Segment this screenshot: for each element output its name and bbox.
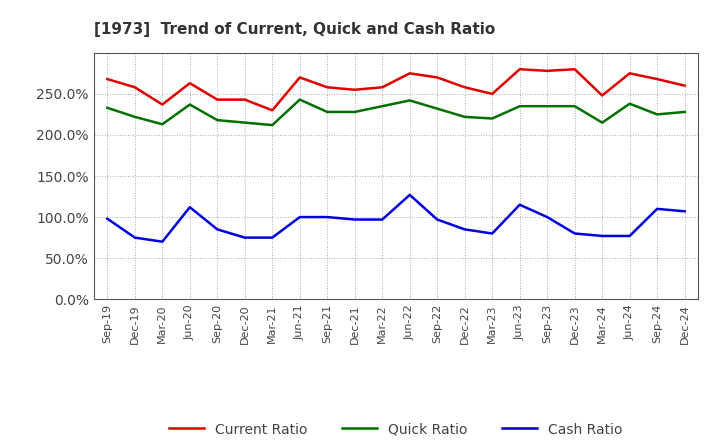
Cash Ratio: [158, 239, 166, 244]
Quick Ratio: [351, 109, 359, 114]
Legend: Current Ratio, Quick Ratio, Cash Ratio: Current Ratio, Quick Ratio, Cash Ratio: [163, 417, 629, 440]
Quick Ratio: [653, 112, 662, 117]
Current Ratio: [130, 84, 139, 90]
Cash Ratio: [240, 235, 249, 240]
Quick Ratio: [516, 103, 524, 109]
Current Ratio: [213, 97, 222, 102]
Quick Ratio: [295, 97, 304, 102]
Quick Ratio: [158, 121, 166, 127]
Quick Ratio: [460, 114, 469, 120]
Cash Ratio: [103, 216, 112, 221]
Line: Quick Ratio: Quick Ratio: [107, 99, 685, 125]
Current Ratio: [158, 102, 166, 107]
Cash Ratio: [378, 217, 387, 222]
Quick Ratio: [130, 114, 139, 120]
Quick Ratio: [570, 103, 579, 109]
Quick Ratio: [240, 120, 249, 125]
Current Ratio: [433, 75, 441, 80]
Cash Ratio: [295, 214, 304, 220]
Current Ratio: [598, 93, 606, 98]
Cash Ratio: [323, 214, 332, 220]
Cash Ratio: [543, 214, 552, 220]
Cash Ratio: [186, 205, 194, 210]
Current Ratio: [323, 84, 332, 90]
Text: [1973]  Trend of Current, Quick and Cash Ratio: [1973] Trend of Current, Quick and Cash …: [94, 22, 495, 37]
Quick Ratio: [103, 105, 112, 110]
Cash Ratio: [626, 233, 634, 238]
Line: Current Ratio: Current Ratio: [107, 69, 685, 110]
Cash Ratio: [268, 235, 276, 240]
Quick Ratio: [543, 103, 552, 109]
Current Ratio: [405, 71, 414, 76]
Current Ratio: [240, 97, 249, 102]
Quick Ratio: [626, 101, 634, 106]
Cash Ratio: [598, 233, 606, 238]
Current Ratio: [351, 87, 359, 92]
Current Ratio: [378, 84, 387, 90]
Cash Ratio: [351, 217, 359, 222]
Current Ratio: [516, 66, 524, 72]
Quick Ratio: [433, 106, 441, 111]
Cash Ratio: [460, 227, 469, 232]
Quick Ratio: [213, 117, 222, 123]
Current Ratio: [268, 108, 276, 113]
Current Ratio: [295, 75, 304, 80]
Quick Ratio: [378, 103, 387, 109]
Cash Ratio: [130, 235, 139, 240]
Cash Ratio: [213, 227, 222, 232]
Current Ratio: [460, 84, 469, 90]
Cash Ratio: [488, 231, 497, 236]
Current Ratio: [186, 81, 194, 86]
Cash Ratio: [516, 202, 524, 207]
Quick Ratio: [268, 122, 276, 128]
Cash Ratio: [653, 206, 662, 212]
Current Ratio: [680, 83, 689, 88]
Cash Ratio: [433, 217, 441, 222]
Current Ratio: [543, 68, 552, 73]
Quick Ratio: [488, 116, 497, 121]
Current Ratio: [103, 77, 112, 82]
Quick Ratio: [323, 109, 332, 114]
Current Ratio: [653, 77, 662, 82]
Current Ratio: [570, 66, 579, 72]
Cash Ratio: [405, 192, 414, 198]
Quick Ratio: [405, 98, 414, 103]
Current Ratio: [626, 71, 634, 76]
Cash Ratio: [570, 231, 579, 236]
Quick Ratio: [598, 120, 606, 125]
Cash Ratio: [680, 209, 689, 214]
Current Ratio: [488, 91, 497, 96]
Line: Cash Ratio: Cash Ratio: [107, 195, 685, 242]
Quick Ratio: [680, 109, 689, 114]
Quick Ratio: [186, 102, 194, 107]
